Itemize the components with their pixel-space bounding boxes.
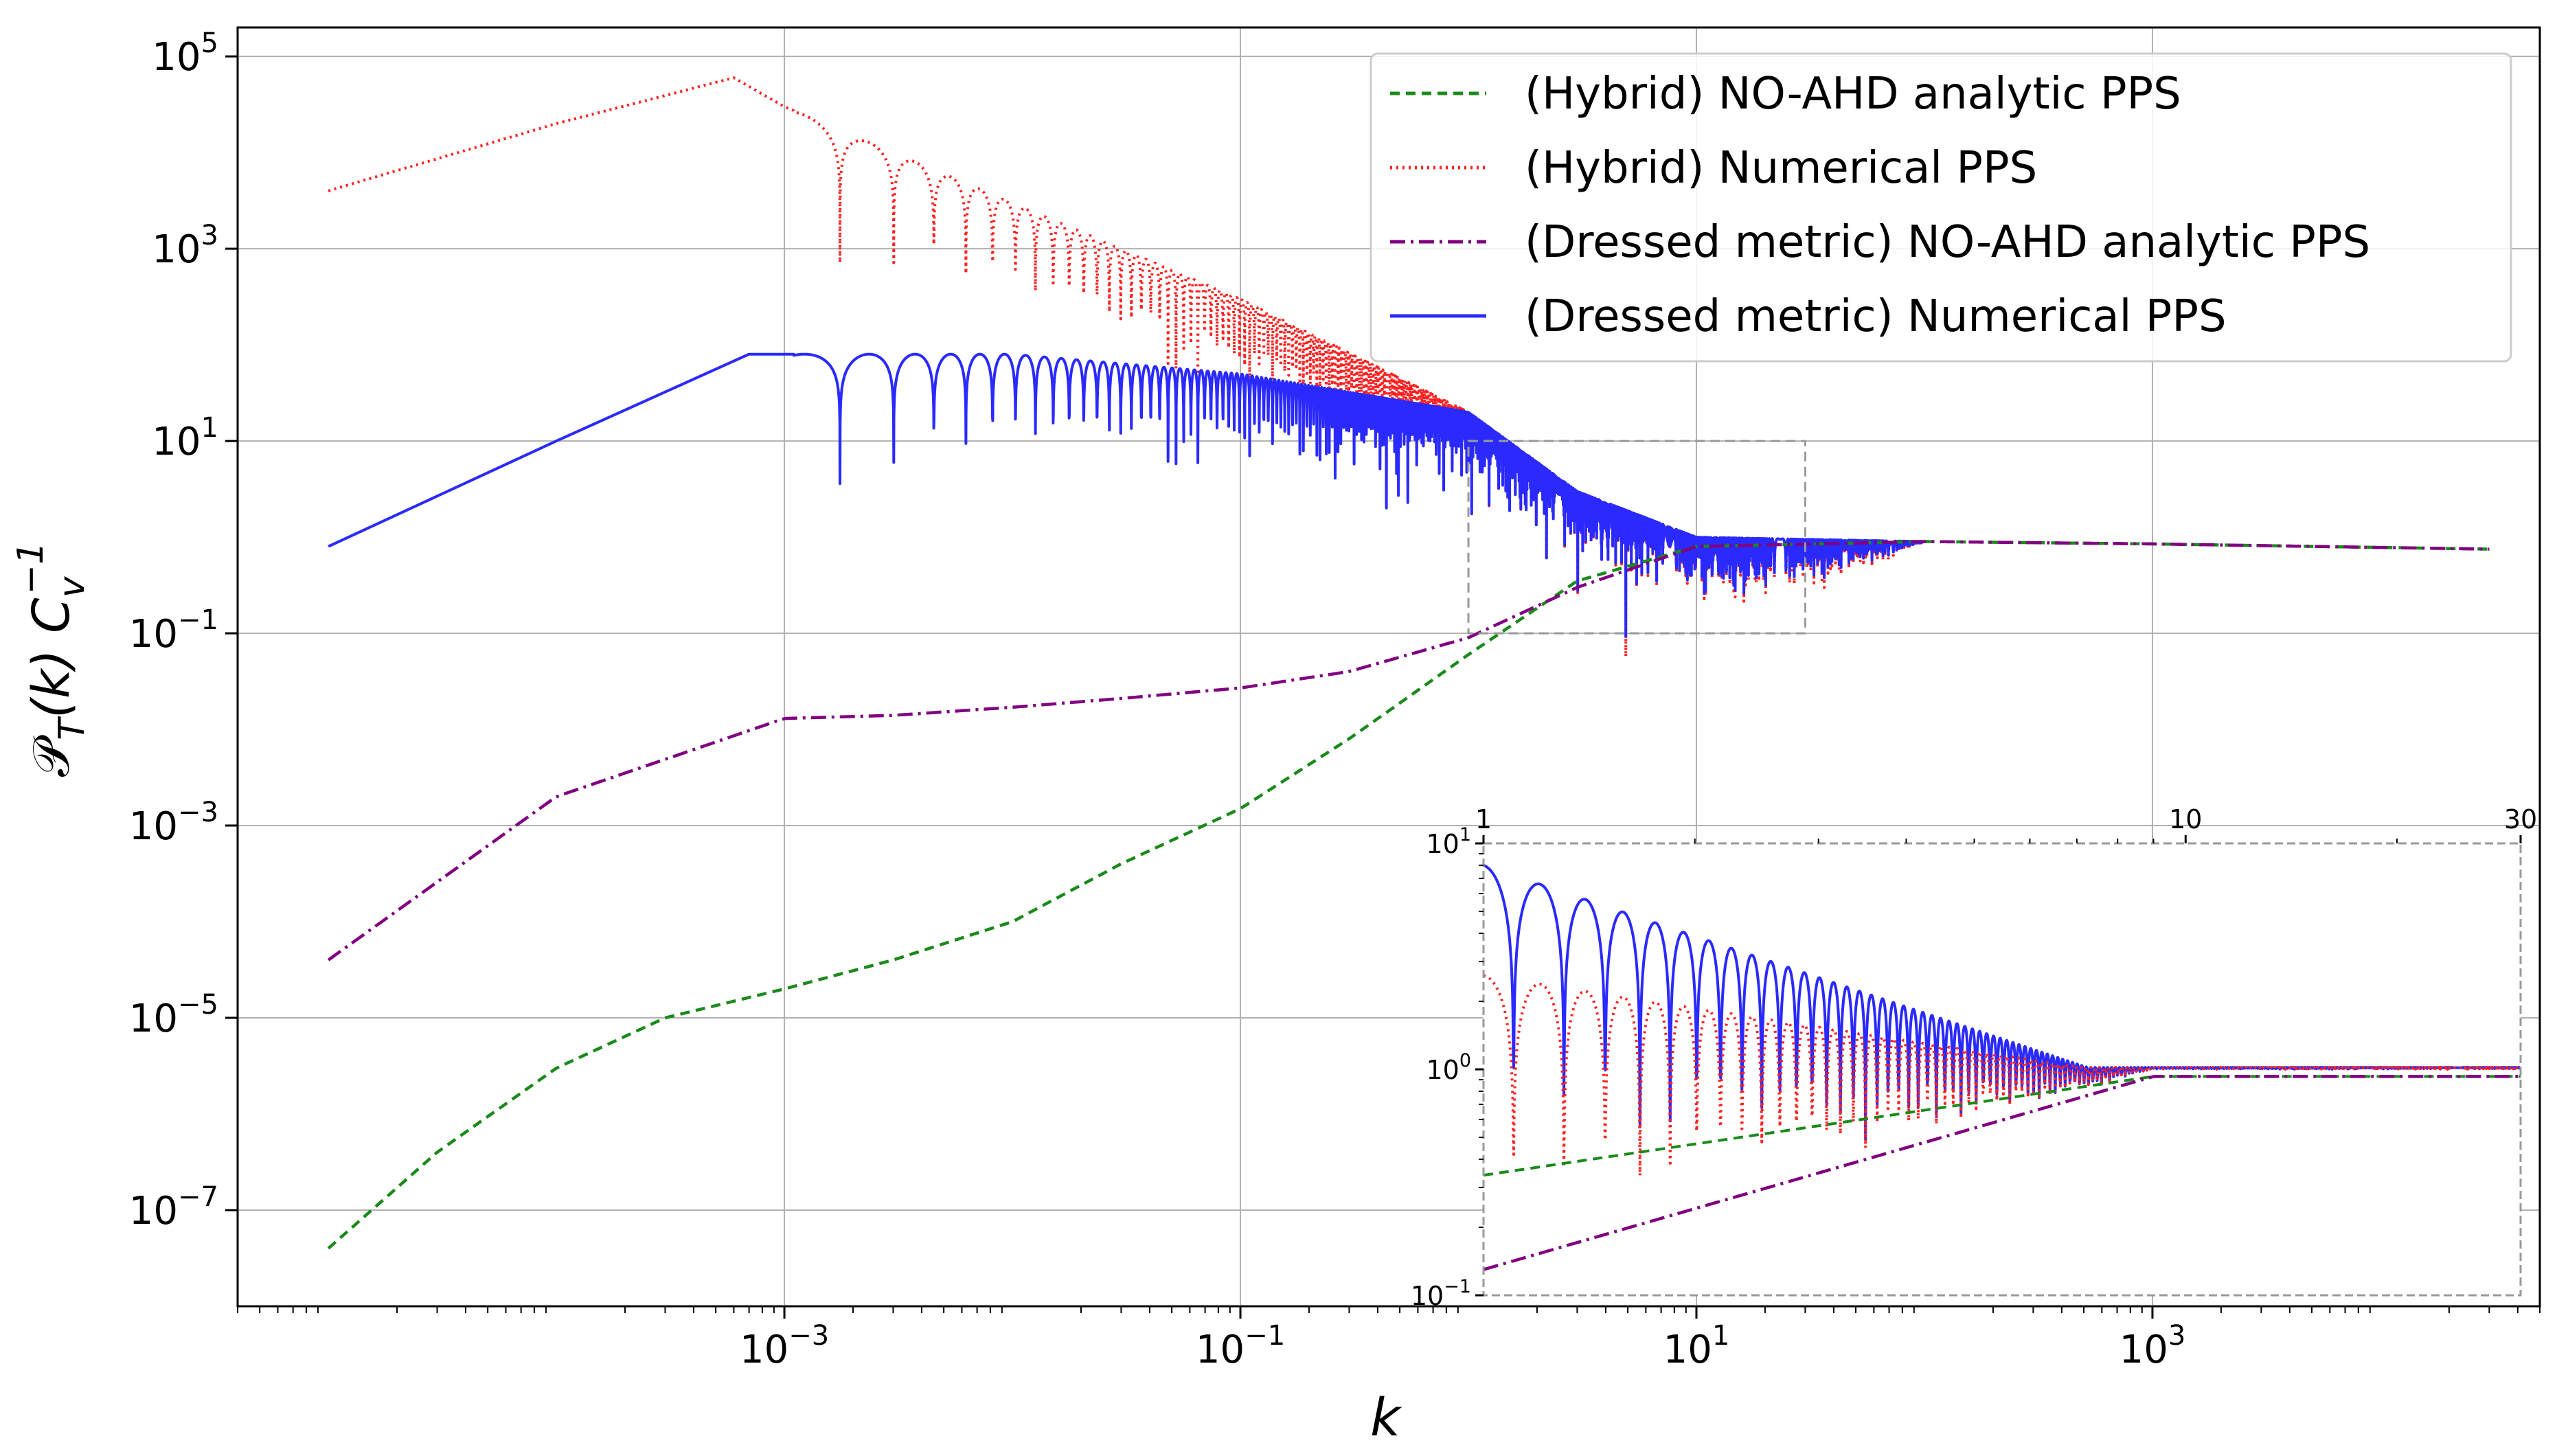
series-hybrid-analytic-line xyxy=(327,540,2490,1250)
y-tick-label: 101 xyxy=(152,412,218,464)
x-tick-label: 103 xyxy=(2120,1320,2186,1372)
x-tick-label: 10−1 xyxy=(1196,1320,1285,1372)
main-plot-area xyxy=(327,76,2490,1250)
x-tick-label: 10−3 xyxy=(740,1320,829,1372)
inset-y-tick-label: 101 xyxy=(1426,824,1471,859)
main-axes-frame xyxy=(236,26,2541,1308)
x-tick-label: 101 xyxy=(1663,1320,1730,1372)
legend-label: (Hybrid) NO-AHD analytic PPS xyxy=(1525,69,2181,120)
zoom-region-indicator xyxy=(1467,440,1806,635)
legend-box xyxy=(1370,52,2512,363)
legend: (Hybrid) NO-AHD analytic PPS (Hybrid) Num… xyxy=(1370,52,2512,363)
inset-x-tick-label: 10 xyxy=(2169,804,2202,834)
inset-hybrid-analytic-line xyxy=(1484,1075,2521,1177)
inset-plot-area xyxy=(1484,864,2521,1271)
inset-hybrid-numerical-line xyxy=(1484,974,2521,1177)
x-axis-label: k xyxy=(1370,1387,1402,1448)
y-axis-label: 𝒫T(k) Cv−1 xyxy=(10,542,93,777)
y-tick-label: 10−7 xyxy=(129,1181,218,1233)
legend-label: (Dressed metric) NO-AHD analytic PPS xyxy=(1525,217,2370,268)
y-tick-label: 103 xyxy=(152,220,218,272)
inset-x-tick-label: 1 xyxy=(1475,804,1492,834)
legend-label: (Dressed metric) Numerical PPS xyxy=(1525,291,2227,342)
y-tick-label: 10−1 xyxy=(129,604,218,657)
series-dressed-numerical-line xyxy=(327,352,1926,638)
inset-y-tick-label: 100 xyxy=(1426,1050,1471,1085)
inset-ticks: 1 10 30 10−1 100 101 xyxy=(1411,804,2537,1311)
inset-y-tick-label: 10−1 xyxy=(1411,1276,1471,1311)
legend-label: (Hybrid) Numerical PPS xyxy=(1525,143,2037,194)
inset-dressed-analytic-line xyxy=(1484,1075,2521,1271)
y-tick-label: 10−5 xyxy=(129,989,218,1041)
y-tick-label: 10−3 xyxy=(129,797,218,849)
inset-x-tick-label: 30 xyxy=(2504,804,2537,834)
y-tick-label: 105 xyxy=(152,27,218,80)
